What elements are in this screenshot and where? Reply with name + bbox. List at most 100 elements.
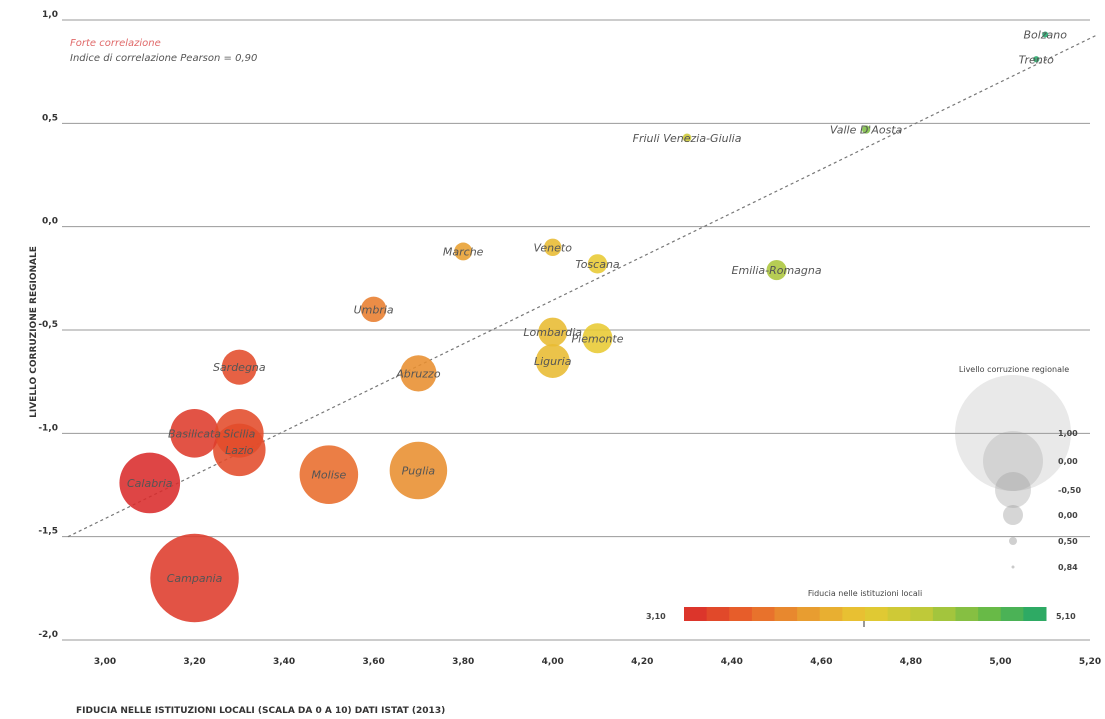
x-tick-label: 3,60: [363, 657, 385, 667]
label-lombardia: Lombardia: [523, 326, 582, 339]
label-friuli-venezia-giulia: Friuli Venezia-Giulia: [633, 132, 742, 145]
label-lazio: Lazio: [225, 444, 254, 457]
label-calabria: Calabria: [127, 477, 173, 490]
size-legend-circle: [983, 431, 1043, 491]
bubble-trento: [1033, 56, 1040, 63]
bubble-veneto: [544, 238, 562, 257]
label-campania: Campania: [167, 572, 223, 585]
x-tick-label: 4,80: [900, 657, 922, 667]
bubble-sicilia: [215, 409, 264, 458]
x-tick-label: 3,00: [94, 657, 116, 667]
color-legend-segment: [706, 607, 730, 621]
label-sicilia: Sicilia: [223, 427, 255, 440]
label-toscana: Toscana: [575, 258, 620, 271]
x-tick-label: 5,00: [989, 657, 1011, 667]
label-valle-d-aosta: Valle D'Aosta: [830, 124, 903, 137]
color-legend-segment: [774, 607, 798, 621]
x-tick-label: 3,40: [273, 657, 295, 667]
x-tick-label: 4,40: [721, 657, 743, 667]
color-legend-segment: [729, 607, 753, 621]
y-tick-labels: 1,0 0,5 0,0 -0,5 -1,0 -1,5 -2,0: [38, 10, 58, 640]
color-legend-title: Fiducia nelle istituzioni locali: [808, 589, 922, 598]
color-legend-segment: [684, 607, 708, 621]
size-legend-value: 0,50: [1058, 537, 1078, 546]
color-legend-segment: [865, 607, 889, 621]
label-bolzano: Bolzano: [1023, 28, 1067, 41]
x-tick-label: 3,80: [452, 657, 474, 667]
label-trento: Trento: [1019, 53, 1054, 66]
bubble-puglia: [389, 441, 448, 500]
y-tick-label: -1,5: [38, 527, 58, 537]
color-legend-segment: [887, 607, 911, 621]
color-legend-segment: [910, 607, 934, 621]
size-legend-value: 0,00: [1058, 511, 1078, 520]
label-basilicata: Basilicata: [168, 427, 221, 440]
label-marche: Marche: [443, 245, 484, 258]
x-tick-label: 4,60: [810, 657, 832, 667]
trendline: [67, 33, 1099, 538]
size-legend: Livello corruzione regionale 1,00 0,00 -0,…: [955, 365, 1081, 572]
bubble-liguria: [535, 344, 570, 378]
bubble-sardegna: [221, 349, 257, 385]
size-legend-circle: [1009, 537, 1017, 545]
correlation-note-index: Indice di correlazione Pearson = 0,90: [70, 53, 257, 64]
bubble-lombardia: [538, 317, 568, 347]
size-legend-value: 1,00: [1058, 429, 1078, 438]
correlation-note-title: Forte correlazione: [70, 38, 161, 49]
y-tick-label: 0,0: [42, 217, 58, 227]
color-legend-segment: [842, 607, 866, 621]
size-legend-value: 0,00: [1058, 457, 1078, 466]
bubble-molise: [299, 445, 359, 504]
bubble-umbria: [360, 296, 387, 323]
bubbles: [119, 31, 1049, 623]
color-legend-segment: [932, 607, 956, 621]
y-tick-label: -0,5: [38, 320, 58, 330]
bubble-labels: Bolzano Trento Friuli Venezia-Giulia Valle …: [127, 28, 1067, 585]
size-legend-circle: [995, 472, 1031, 508]
label-veneto: Veneto: [534, 241, 573, 254]
color-legend-segment: [797, 607, 821, 621]
label-emilia-romagna: Emilia-Romagna: [732, 264, 822, 277]
bubble-basilicata: [170, 409, 219, 458]
bubble-piemonte: [582, 323, 613, 354]
label-molise: Molise: [311, 469, 346, 482]
color-legend-segment: [978, 607, 1002, 621]
bubble-emilia-romagna: [766, 260, 787, 281]
color-legend: Fiducia nelle istituzioni locali 3,10 5,…: [646, 589, 1076, 627]
label-liguria: Liguria: [534, 355, 572, 368]
x-tick-label: 5,20: [1079, 657, 1101, 667]
y-tick-label: -1,0: [38, 423, 58, 433]
color-legend-segment: [955, 607, 979, 621]
bubble-toscana: [587, 254, 608, 274]
y-tick-label: -2,0: [38, 630, 58, 640]
bubble-friuli-venezia-giulia: [682, 133, 692, 143]
color-legend-max-label: 5,10: [1056, 612, 1076, 621]
size-legend-circle: [1003, 505, 1023, 525]
bubble-valle-d-aosta: [861, 125, 871, 134]
size-legend-circle: [955, 375, 1071, 491]
y-tick-label: 0,5: [42, 113, 58, 123]
label-umbria: Umbria: [354, 303, 394, 316]
bubble-calabria: [119, 452, 181, 514]
x-tick-label: 4,20: [631, 657, 653, 667]
size-legend-value: 0,84: [1058, 563, 1078, 572]
bubble-marche: [454, 242, 473, 261]
color-legend-segment: [819, 607, 843, 621]
size-legend-value: -0,50: [1058, 486, 1081, 495]
bubble-abruzzo: [400, 355, 437, 392]
color-legend-segment: [1023, 607, 1047, 621]
trendline-group: [67, 33, 1099, 538]
bubble-campania: [150, 533, 239, 623]
x-tick-label: 3,20: [183, 657, 205, 667]
x-tick-label: 4,00: [542, 657, 564, 667]
color-legend-min-label: 3,10: [646, 612, 666, 621]
label-puglia: Puglia: [402, 465, 436, 478]
label-sardegna: Sardegna: [213, 361, 266, 374]
y-axis-title: LIVELLO CORRUZIONE REGIONALE: [29, 246, 39, 418]
y-tick-label: 1,0: [42, 10, 58, 20]
x-axis-title: FIDUCIA NELLE ISTITUZIONI LOCALI (SCALA …: [76, 706, 445, 716]
size-legend-title: Livello corruzione regionale: [959, 365, 1069, 374]
label-abruzzo: Abruzzo: [395, 367, 441, 380]
color-legend-segment: [751, 607, 775, 621]
